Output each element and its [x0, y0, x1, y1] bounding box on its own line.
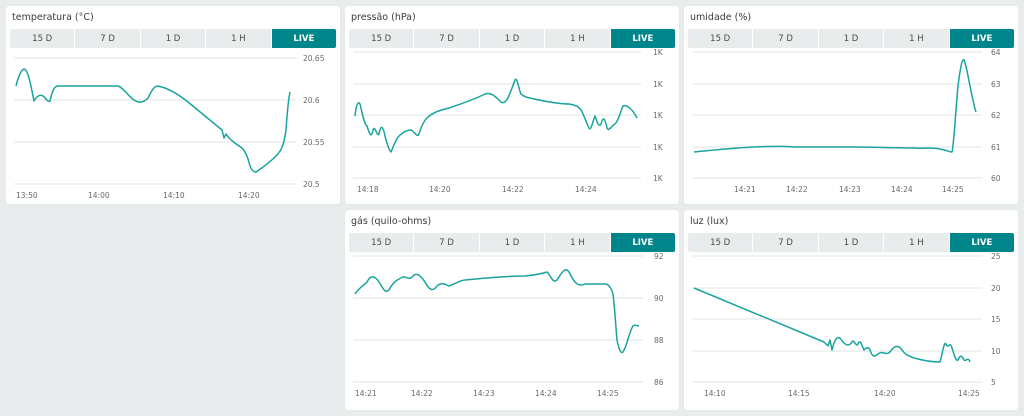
tab-7d[interactable]: 7 D: [753, 233, 819, 252]
tab-15d[interactable]: 15 D: [688, 29, 754, 48]
x-tick-label: 14:15: [788, 389, 810, 398]
y-tick-label: 10: [991, 347, 1001, 356]
tab-15d[interactable]: 15 D: [688, 233, 754, 252]
tab-1d[interactable]: 1 D: [819, 233, 885, 252]
tab-live[interactable]: LIVE: [610, 233, 675, 252]
time-range-tabs: 15 D 7 D 1 D 1 H LIVE: [349, 233, 675, 252]
line-chart: 92 90 88 86 14:21 14:22 14:23 14:24 14:2…: [353, 252, 664, 398]
x-tick-label: 13:50: [16, 191, 38, 200]
x-tick-label: 14:20: [874, 389, 896, 398]
y-tick-label: 20.55: [303, 138, 325, 147]
y-tick-label: 20: [991, 284, 1001, 293]
card-title: gás (quilo-ohms): [351, 216, 432, 227]
y-tick-label: 20.65: [303, 54, 325, 63]
x-tick-label: 14:24: [575, 185, 597, 194]
y-tick-label: 63: [991, 80, 1001, 89]
x-tick-label: 14:24: [891, 185, 913, 194]
time-range-tabs: 15 D 7 D 1 D 1 H LIVE: [349, 29, 675, 48]
time-range-tabs: 15 D 7 D 1 D 1 H LIVE: [688, 233, 1014, 252]
y-tick-label: 1K: [653, 80, 664, 89]
series-line: [693, 287, 971, 363]
tab-1d[interactable]: 1 D: [480, 233, 546, 252]
y-tick-label: 64: [991, 48, 1001, 57]
y-tick-label: 25: [991, 252, 1001, 261]
y-tick-label: 1K: [653, 48, 664, 57]
y-tick-label: 86: [654, 378, 664, 387]
tab-1h[interactable]: 1 H: [545, 233, 611, 252]
line-chart: 25 20 15 10 5 14:10 14:15 14:20 14:25: [692, 252, 1001, 398]
series-line: [693, 59, 977, 153]
x-tick-label: 14:21: [734, 185, 756, 194]
y-tick-label: 61: [991, 143, 1001, 152]
tab-live[interactable]: LIVE: [949, 29, 1014, 48]
x-tick-label: 14:22: [786, 185, 808, 194]
tab-7d[interactable]: 7 D: [75, 29, 141, 48]
x-tick-label: 14:25: [597, 389, 619, 398]
y-tick-label: 60: [991, 174, 1001, 183]
y-tick-label: 88: [654, 336, 664, 345]
time-range-tabs: 15 D 7 D 1 D 1 H LIVE: [10, 29, 336, 48]
x-tick-label: 14:00: [88, 191, 110, 200]
x-tick-label: 14:20: [238, 191, 260, 200]
x-tick-label: 14:24: [535, 389, 557, 398]
series-line: [15, 68, 291, 173]
card-pressao: pressão (hPa) 15 D 7 D 1 D 1 H LIVE 1K 1…: [345, 6, 679, 204]
time-range-tabs: 15 D 7 D 1 D 1 H LIVE: [688, 29, 1014, 48]
series-line: [354, 269, 640, 354]
x-tick-label: 14:22: [411, 389, 433, 398]
y-tick-label: 92: [654, 252, 664, 261]
tab-7d[interactable]: 7 D: [753, 29, 819, 48]
x-tick-label: 14:10: [163, 191, 185, 200]
card-title: pressão (hPa): [351, 12, 416, 23]
card-title: temperatura (°C): [12, 12, 94, 23]
y-tick-label: 1K: [653, 111, 664, 120]
line-chart: 20.65 20.6 20.55 20.5 13:50 14:00 14:10 …: [14, 54, 325, 200]
y-tick-label: 20.5: [303, 180, 320, 189]
x-tick-label: 14:23: [473, 389, 495, 398]
x-tick-label: 14:22: [502, 185, 524, 194]
tab-live[interactable]: LIVE: [610, 29, 675, 48]
tab-15d[interactable]: 15 D: [349, 29, 415, 48]
x-tick-label: 14:23: [839, 185, 861, 194]
y-tick-label: 15: [991, 315, 1001, 324]
card-temperatura: temperatura (°C) 15 D 7 D 1 D 1 H LIVE 2…: [6, 6, 340, 204]
x-tick-label: 14:18: [357, 185, 379, 194]
tab-1h[interactable]: 1 H: [206, 29, 272, 48]
x-tick-label: 14:25: [942, 185, 964, 194]
tab-1h[interactable]: 1 H: [884, 29, 950, 48]
tab-1d[interactable]: 1 D: [819, 29, 885, 48]
line-chart: 1K 1K 1K 1K 1K 14:18 14:20 14:22 14:24: [353, 48, 664, 194]
tab-1d[interactable]: 1 D: [141, 29, 207, 48]
card-luz: luz (lux) 15 D 7 D 1 D 1 H LIVE 25 20 15…: [684, 210, 1018, 410]
x-tick-label: 14:25: [958, 389, 980, 398]
tab-1h[interactable]: 1 H: [545, 29, 611, 48]
card-gas: gás (quilo-ohms) 15 D 7 D 1 D 1 H LIVE 9…: [345, 210, 679, 410]
tab-15d[interactable]: 15 D: [10, 29, 76, 48]
x-tick-label: 14:21: [355, 389, 377, 398]
y-tick-label: 1K: [653, 174, 664, 183]
card-title: umidade (%): [690, 12, 752, 23]
tab-1d[interactable]: 1 D: [480, 29, 546, 48]
series-line: [354, 78, 638, 153]
tab-live[interactable]: LIVE: [271, 29, 336, 48]
y-tick-label: 90: [654, 294, 664, 303]
card-title: luz (lux): [690, 216, 729, 227]
card-umidade: umidade (%) 15 D 7 D 1 D 1 H LIVE 64 63 …: [684, 6, 1018, 204]
tab-15d[interactable]: 15 D: [349, 233, 415, 252]
y-tick-label: 1K: [653, 143, 664, 152]
y-tick-label: 62: [991, 111, 1001, 120]
tab-live[interactable]: LIVE: [949, 233, 1014, 252]
tab-7d[interactable]: 7 D: [414, 233, 480, 252]
y-tick-label: 5: [991, 378, 996, 387]
y-tick-label: 20.6: [303, 96, 320, 105]
tab-1h[interactable]: 1 H: [884, 233, 950, 252]
x-tick-label: 14:20: [429, 185, 451, 194]
x-tick-label: 14:10: [704, 389, 726, 398]
tab-7d[interactable]: 7 D: [414, 29, 480, 48]
line-chart: 64 63 62 61 60 14:21 14:22 14:23 14:24 1…: [692, 48, 1001, 194]
